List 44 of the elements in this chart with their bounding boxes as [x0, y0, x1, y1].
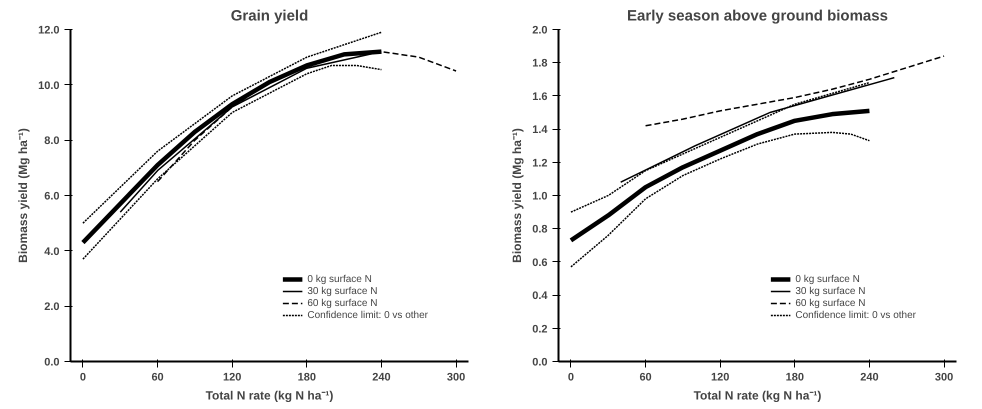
y-tick-label: 0.0	[532, 356, 548, 368]
x-tick-label: 60	[151, 372, 164, 384]
chart-title: Early season above ground biomass	[627, 8, 888, 24]
x-tick-label: 0	[80, 372, 86, 384]
legend-label: 0 kg surface N	[307, 273, 372, 285]
y-tick-label: 1.4	[532, 124, 548, 136]
x-tick-label: 0	[568, 372, 574, 384]
x-tick-label: 180	[786, 372, 804, 384]
legend-label: 60 kg surface N	[795, 297, 866, 309]
legend-label: 30 kg surface N	[307, 285, 378, 297]
x-axis-title: Total N rate (kg N ha⁻¹)	[694, 388, 822, 402]
y-tick-label: 0.2	[532, 323, 548, 336]
y-tick-label: 0.4	[532, 290, 548, 302]
x-tick-label: 120	[223, 372, 242, 384]
y-tick-label: 0.6	[532, 256, 548, 269]
y-tick-label: 12.0	[38, 24, 60, 36]
y-tick-label: 2.0	[532, 24, 548, 36]
x-tick-label: 300	[934, 372, 954, 384]
y-tick-label: 4.0	[44, 246, 60, 258]
y-tick-label: 8.0	[44, 135, 60, 148]
y-tick-label: 10.0	[38, 80, 60, 92]
y-axis-title: Biomass yield (Mg ha⁻¹)	[16, 128, 30, 263]
legend-label: 30 kg surface N	[795, 285, 866, 297]
y-tick-label: 2.0	[44, 301, 60, 314]
y-tick-label: 0.0	[44, 356, 60, 368]
legend-label: Confidence limit: 0 vs other	[795, 309, 916, 321]
chart-title: Grain yield	[230, 8, 308, 24]
y-tick-label: 1.8	[532, 58, 548, 70]
x-tick-label: 180	[298, 372, 316, 384]
y-tick-label: 0.8	[532, 224, 548, 236]
x-tick-label: 300	[446, 372, 466, 384]
x-axis-title: Total N rate (kg N ha⁻¹)	[206, 388, 334, 402]
y-tick-label: 6.0	[44, 190, 60, 202]
y-tick-label: 1.2	[532, 157, 548, 170]
x-tick-label: 240	[860, 372, 879, 384]
x-tick-label: 60	[639, 372, 652, 384]
x-tick-label: 120	[711, 372, 730, 384]
y-tick-label: 1.0	[532, 190, 548, 202]
y-axis-title: Biomass yield (Mg ha⁻¹)	[510, 128, 524, 263]
legend-label: 60 kg surface N	[307, 297, 378, 309]
y-tick-label: 1.6	[532, 90, 548, 103]
legend-label: Confidence limit: 0 vs other	[307, 309, 428, 321]
legend-label: 0 kg surface N	[795, 273, 860, 285]
x-tick-label: 240	[372, 372, 391, 384]
